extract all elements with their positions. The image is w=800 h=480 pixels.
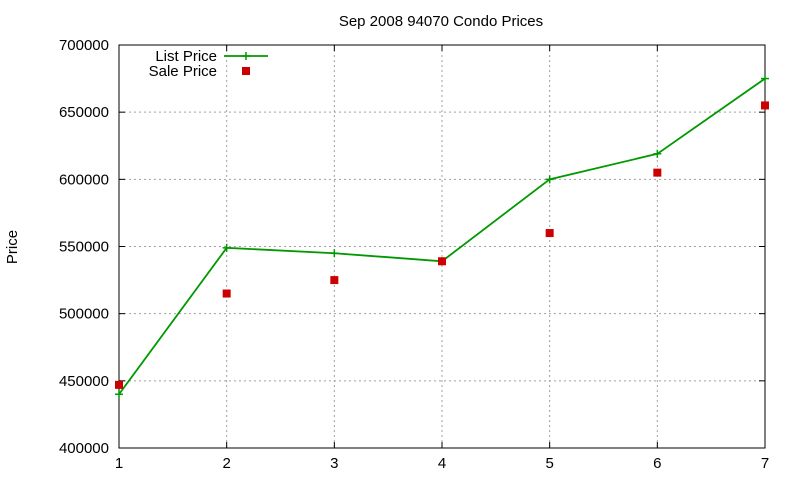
axis-ticks: 1 2 3 4 5 6 7 400000 450000 500000 550000 600000 650… — [59, 37, 769, 472]
x-tick-label: 2 — [222, 455, 230, 472]
legend: List Price Sale Price — [149, 48, 268, 80]
y-tick-label: 400000 — [59, 440, 109, 457]
sale-price-point — [761, 101, 769, 110]
list-price-point — [115, 390, 123, 399]
y-tick-label: 450000 — [59, 373, 109, 390]
sale-price-point — [545, 229, 554, 238]
list-price-point — [330, 249, 339, 258]
y-tick-label: 600000 — [59, 171, 109, 188]
y-axis-label: Price — [4, 230, 21, 264]
x-tick-label: 4 — [438, 455, 446, 472]
legend-label-sale-price: Sale Price — [149, 63, 217, 80]
x-tick-label: 3 — [330, 455, 338, 472]
y-tick-label: 500000 — [59, 306, 109, 323]
legend-swatch-sale-price — [242, 67, 250, 75]
x-tick-label: 7 — [761, 455, 769, 472]
y-tick-label: 700000 — [59, 37, 109, 54]
legend-swatches — [224, 52, 268, 75]
list-price-point — [222, 243, 231, 252]
sale-price-point — [330, 276, 339, 285]
y-tick-label: 550000 — [59, 239, 109, 256]
list-price-point — [653, 149, 662, 158]
x-tick-label: 1 — [115, 455, 123, 472]
sale-price-point — [653, 168, 662, 177]
legend-label-list-price: List Price — [155, 48, 217, 65]
chart-title: Sep 2008 94070 Condo Prices — [339, 13, 543, 30]
list-price-point — [761, 74, 769, 83]
sale-price-point — [222, 289, 231, 298]
x-tick-label: 6 — [653, 455, 661, 472]
sale-price-point — [438, 257, 446, 266]
x-tick-label: 5 — [545, 455, 553, 472]
legend-marker-list-price — [242, 52, 250, 60]
series — [115, 74, 769, 399]
list-price-point — [545, 175, 554, 184]
grid — [119, 45, 765, 448]
y-tick-label: 650000 — [59, 104, 109, 121]
sale-price-point — [115, 380, 123, 389]
